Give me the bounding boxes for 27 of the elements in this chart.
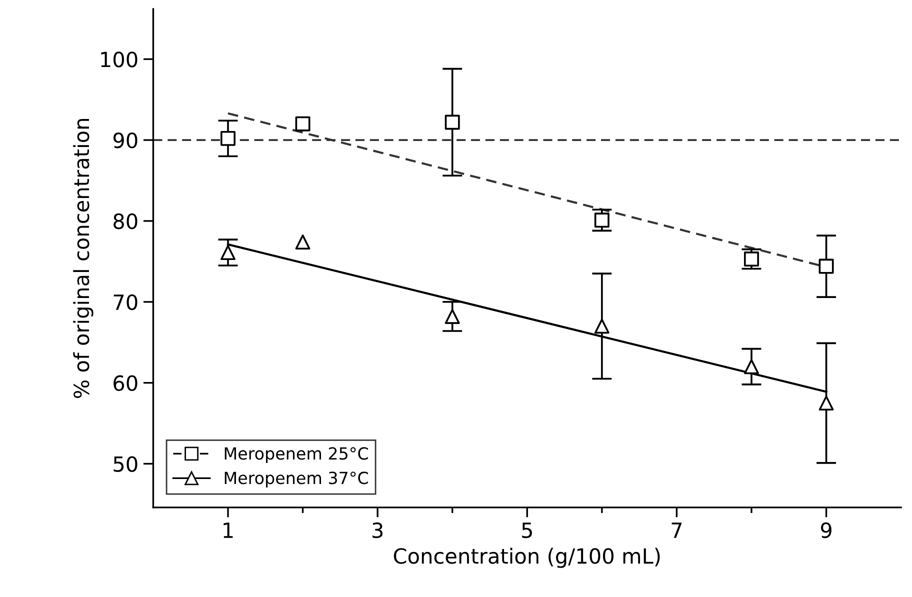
point bbox=[220, 245, 236, 260]
y-axis-title: % of original concentration bbox=[73, 119, 94, 398]
x-tick-label: 5 bbox=[522, 522, 532, 538]
point bbox=[818, 396, 834, 411]
point bbox=[744, 252, 759, 267]
y-tick-label: 70 bbox=[114, 294, 138, 310]
y-tick-label: 60 bbox=[114, 375, 138, 392]
x-axis-title: Concentration (g/100 mL) bbox=[394, 548, 660, 568]
legend-label: Meropenem 37°C bbox=[224, 472, 368, 488]
point bbox=[594, 318, 610, 334]
x-tick-label: 7 bbox=[672, 522, 682, 538]
legend-label: Meropenem 25°C bbox=[224, 447, 368, 463]
x-tick-label: 1 bbox=[224, 522, 233, 538]
y-tick-label: 100 bbox=[101, 52, 138, 68]
y-tick-label: 80 bbox=[114, 213, 138, 230]
point bbox=[444, 114, 460, 130]
point bbox=[818, 258, 834, 274]
y-tick-label: 90 bbox=[113, 132, 138, 148]
point bbox=[295, 116, 310, 132]
point bbox=[444, 308, 460, 324]
point bbox=[594, 212, 610, 228]
x-tick-label: 3 bbox=[372, 522, 383, 538]
point bbox=[220, 130, 236, 146]
point bbox=[744, 359, 759, 374]
y-tick-label: 50 bbox=[114, 456, 138, 472]
point bbox=[295, 234, 310, 250]
x-tick-label: 9 bbox=[820, 522, 832, 538]
